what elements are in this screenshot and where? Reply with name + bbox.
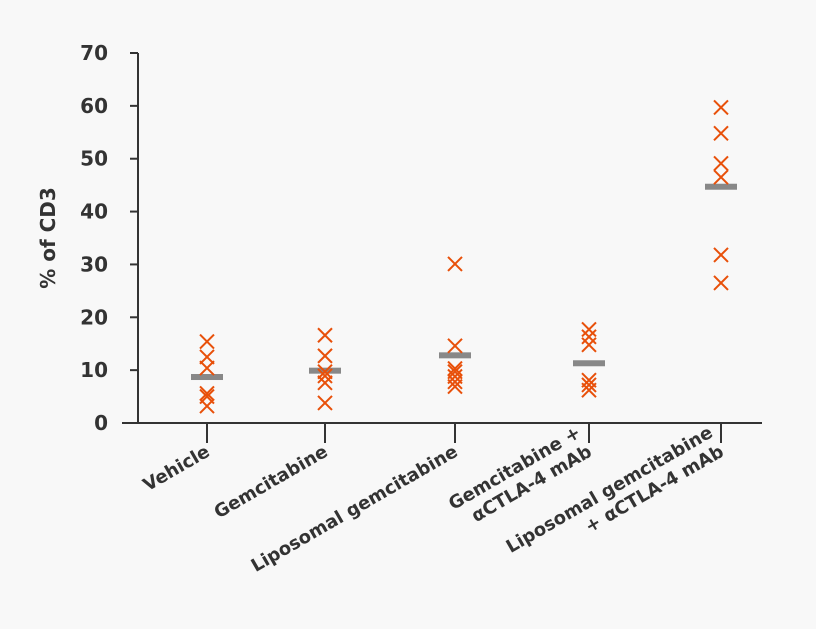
y-tick-label: 70 [80,41,108,65]
data-point-x-marker [199,385,215,402]
data-point-x-marker [317,364,333,380]
data-point-x-marker [713,155,729,172]
marker-stroke [199,333,215,350]
data-point-x-marker [713,275,729,291]
y-tick-label: 40 [80,200,108,224]
data-point-x-marker [447,338,463,354]
marker-stroke [199,349,215,365]
data-point-x-marker [199,349,215,365]
marker-stroke [447,338,463,354]
data-point-x-marker [317,395,333,411]
x-tick-label-line: Liposomal gemcitabine [248,441,462,577]
marker-stroke [713,155,729,172]
data-point-x-marker [447,360,463,377]
marker-stroke [581,337,597,353]
x-tick-label: Liposomal gemcitabine [248,441,462,577]
data-point-x-marker [713,99,729,116]
x-tick-label: Gemcitabine [211,441,332,523]
x-tick-label-line: Vehicle [140,441,214,496]
median-bar [439,352,471,359]
marker-stroke [581,321,597,338]
data-point-x-marker [713,169,729,185]
data-point-x-marker [581,377,597,393]
data-point-x-marker [713,247,729,263]
marker-stroke [447,378,463,395]
axes [122,53,762,424]
x-tick-label: Vehicle [140,441,214,496]
data-point-x-marker [317,327,333,343]
marker-stroke [713,125,729,142]
y-tick-label: 60 [80,94,108,118]
marker-stroke [317,395,333,411]
y-tick-label: 50 [80,147,108,171]
marker-stroke [581,377,597,393]
marker-stroke [447,374,463,390]
data-point-x-marker [581,382,597,398]
marker-stroke [199,360,215,376]
data-point-x-marker [581,321,597,338]
median-bar [573,360,605,367]
median-bar [191,374,223,381]
marker-stroke [713,247,729,263]
marker-stroke [317,364,333,380]
data-point-x-marker [317,375,333,391]
marker-stroke [447,256,463,272]
data-point-x-marker [317,368,333,384]
data-point-x-marker [317,348,333,364]
data-point-x-marker [199,360,215,376]
marker-stroke [713,99,729,116]
y-ticks: 0 10 20 30 40 50 60 70 [80,41,138,435]
data-marks [191,99,737,414]
data-point-x-marker [447,256,463,272]
y-axis-label: % of CD3 [36,187,60,289]
data-point-x-marker [713,125,729,142]
marker-stroke [581,382,597,398]
marker-stroke [317,327,333,343]
data-point-x-marker [199,333,215,350]
y-tick-label: 30 [80,252,108,276]
marker-stroke [317,368,333,384]
data-point-x-marker [581,329,597,345]
data-point-x-marker [581,337,597,353]
data-point-x-marker [447,378,463,395]
marker-stroke [199,398,215,414]
x-tick-label-line: Gemcitabine [211,441,332,523]
y-tick-label: 20 [80,305,108,329]
data-point-x-marker [199,398,215,414]
marker-stroke [713,169,729,185]
y-tick-label: 0 [94,411,108,435]
marker-stroke [199,385,215,402]
marker-stroke [713,275,729,291]
marker-stroke [317,348,333,364]
median-bar [705,183,737,190]
marker-stroke [317,375,333,391]
y-tick-label: 10 [80,358,108,382]
data-point-x-marker [447,374,463,390]
